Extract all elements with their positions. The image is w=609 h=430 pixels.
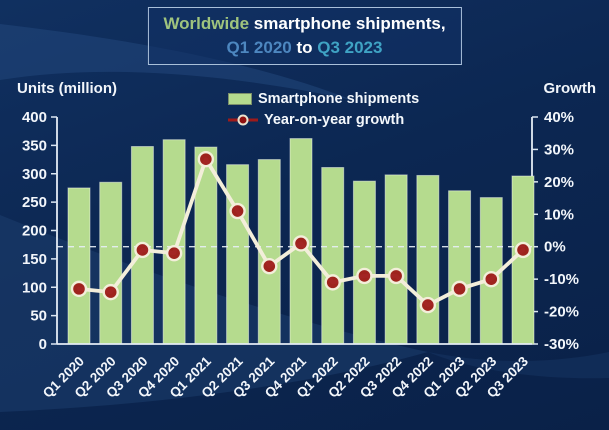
growth-marker-Q2-2021 xyxy=(229,202,246,220)
legend-item-shipments: Smartphone shipments xyxy=(228,88,419,109)
bar-Q2-2020 xyxy=(99,181,123,345)
legend-item-growth: Year-on-year growth xyxy=(228,109,419,130)
right-axis-tick-label: 0% xyxy=(544,239,566,256)
left-axis-tick-label: 200 xyxy=(22,223,47,240)
bar-Q3-2022 xyxy=(384,174,408,345)
bar-Q2-2021 xyxy=(226,164,250,345)
right-axis-tick-label: 20% xyxy=(544,174,574,191)
right-axis-tick-label: 40% xyxy=(544,109,574,126)
left-axis-tick-label: 0 xyxy=(39,336,47,353)
legend-label: Smartphone shipments xyxy=(258,90,420,107)
left-axis-tick-label: 50 xyxy=(30,308,47,325)
growth-marker-Q1-2020 xyxy=(70,280,88,298)
growth-marker-Q2-2022 xyxy=(356,267,373,285)
growth-marker-Q1-2021 xyxy=(197,150,215,168)
growth-marker-Q1-2023 xyxy=(451,280,468,298)
title-segment: Q3 2023 xyxy=(317,38,383,58)
left-axis-tick-label: 350 xyxy=(22,137,47,154)
right-axis-tick-label: 30% xyxy=(544,141,574,158)
bar-Q3-2023 xyxy=(511,175,535,345)
bar-Q2-2022 xyxy=(352,180,376,345)
bar-Q1-2022 xyxy=(321,167,345,345)
growth-marker-Q3-2020 xyxy=(134,241,151,259)
growth-marker-Q3-2023 xyxy=(514,241,532,259)
right-axis-tick-label: 10% xyxy=(544,206,574,223)
chart-title-line2: Q1 2020 to Q3 2023 xyxy=(163,36,445,60)
left-axis-tick-label: 100 xyxy=(22,279,47,296)
left-axis-tick-label: 250 xyxy=(22,194,47,211)
right-axis-tick-label: -30% xyxy=(544,336,579,353)
title-segment: to xyxy=(291,38,318,58)
bar-Q4-2020 xyxy=(162,139,186,345)
line-marker-icon xyxy=(228,114,258,125)
legend-label: Year-on-year growth xyxy=(264,111,405,128)
bar-Q1-2020 xyxy=(67,187,91,345)
growth-marker-Q2-2020 xyxy=(102,283,119,301)
growth-marker-Q4-2021 xyxy=(292,235,310,252)
right-axis-tick-label: -20% xyxy=(544,304,579,321)
title-segment: Worldwide xyxy=(163,14,254,33)
title-segment: Q1 2020 xyxy=(226,38,292,58)
right-axis-tick-label: -10% xyxy=(544,271,579,288)
left-axis-tick-label: 150 xyxy=(22,251,47,268)
bar-swatch-icon xyxy=(228,92,252,105)
left-axis-tick-label: 400 xyxy=(22,109,47,126)
chart-title: Worldwide smartphone shipments, Q1 2020 … xyxy=(147,7,462,66)
growth-marker-Q3-2021 xyxy=(261,257,278,275)
growth-marker-Q1-2022 xyxy=(324,274,341,291)
growth-marker-Q3-2022 xyxy=(387,267,405,285)
growth-marker-Q4-2020 xyxy=(165,244,183,262)
chart-title-line1: Worldwide smartphone shipments, xyxy=(163,12,445,36)
right-axis-title: Growth xyxy=(543,80,597,97)
left-axis-title: Units (million) xyxy=(17,80,117,97)
growth-marker-Q2-2023 xyxy=(483,270,500,288)
growth-marker-Q4-2022 xyxy=(419,296,437,314)
left-axis-tick-label: 300 xyxy=(22,166,47,183)
bar-Q1-2023 xyxy=(448,190,472,345)
legend: Smartphone shipments Year-on-year growth xyxy=(228,88,419,130)
bar-Q4-2022 xyxy=(416,174,440,345)
bottom-right-swoosh xyxy=(428,352,609,379)
title-segment: smartphone shipments, xyxy=(253,14,446,33)
